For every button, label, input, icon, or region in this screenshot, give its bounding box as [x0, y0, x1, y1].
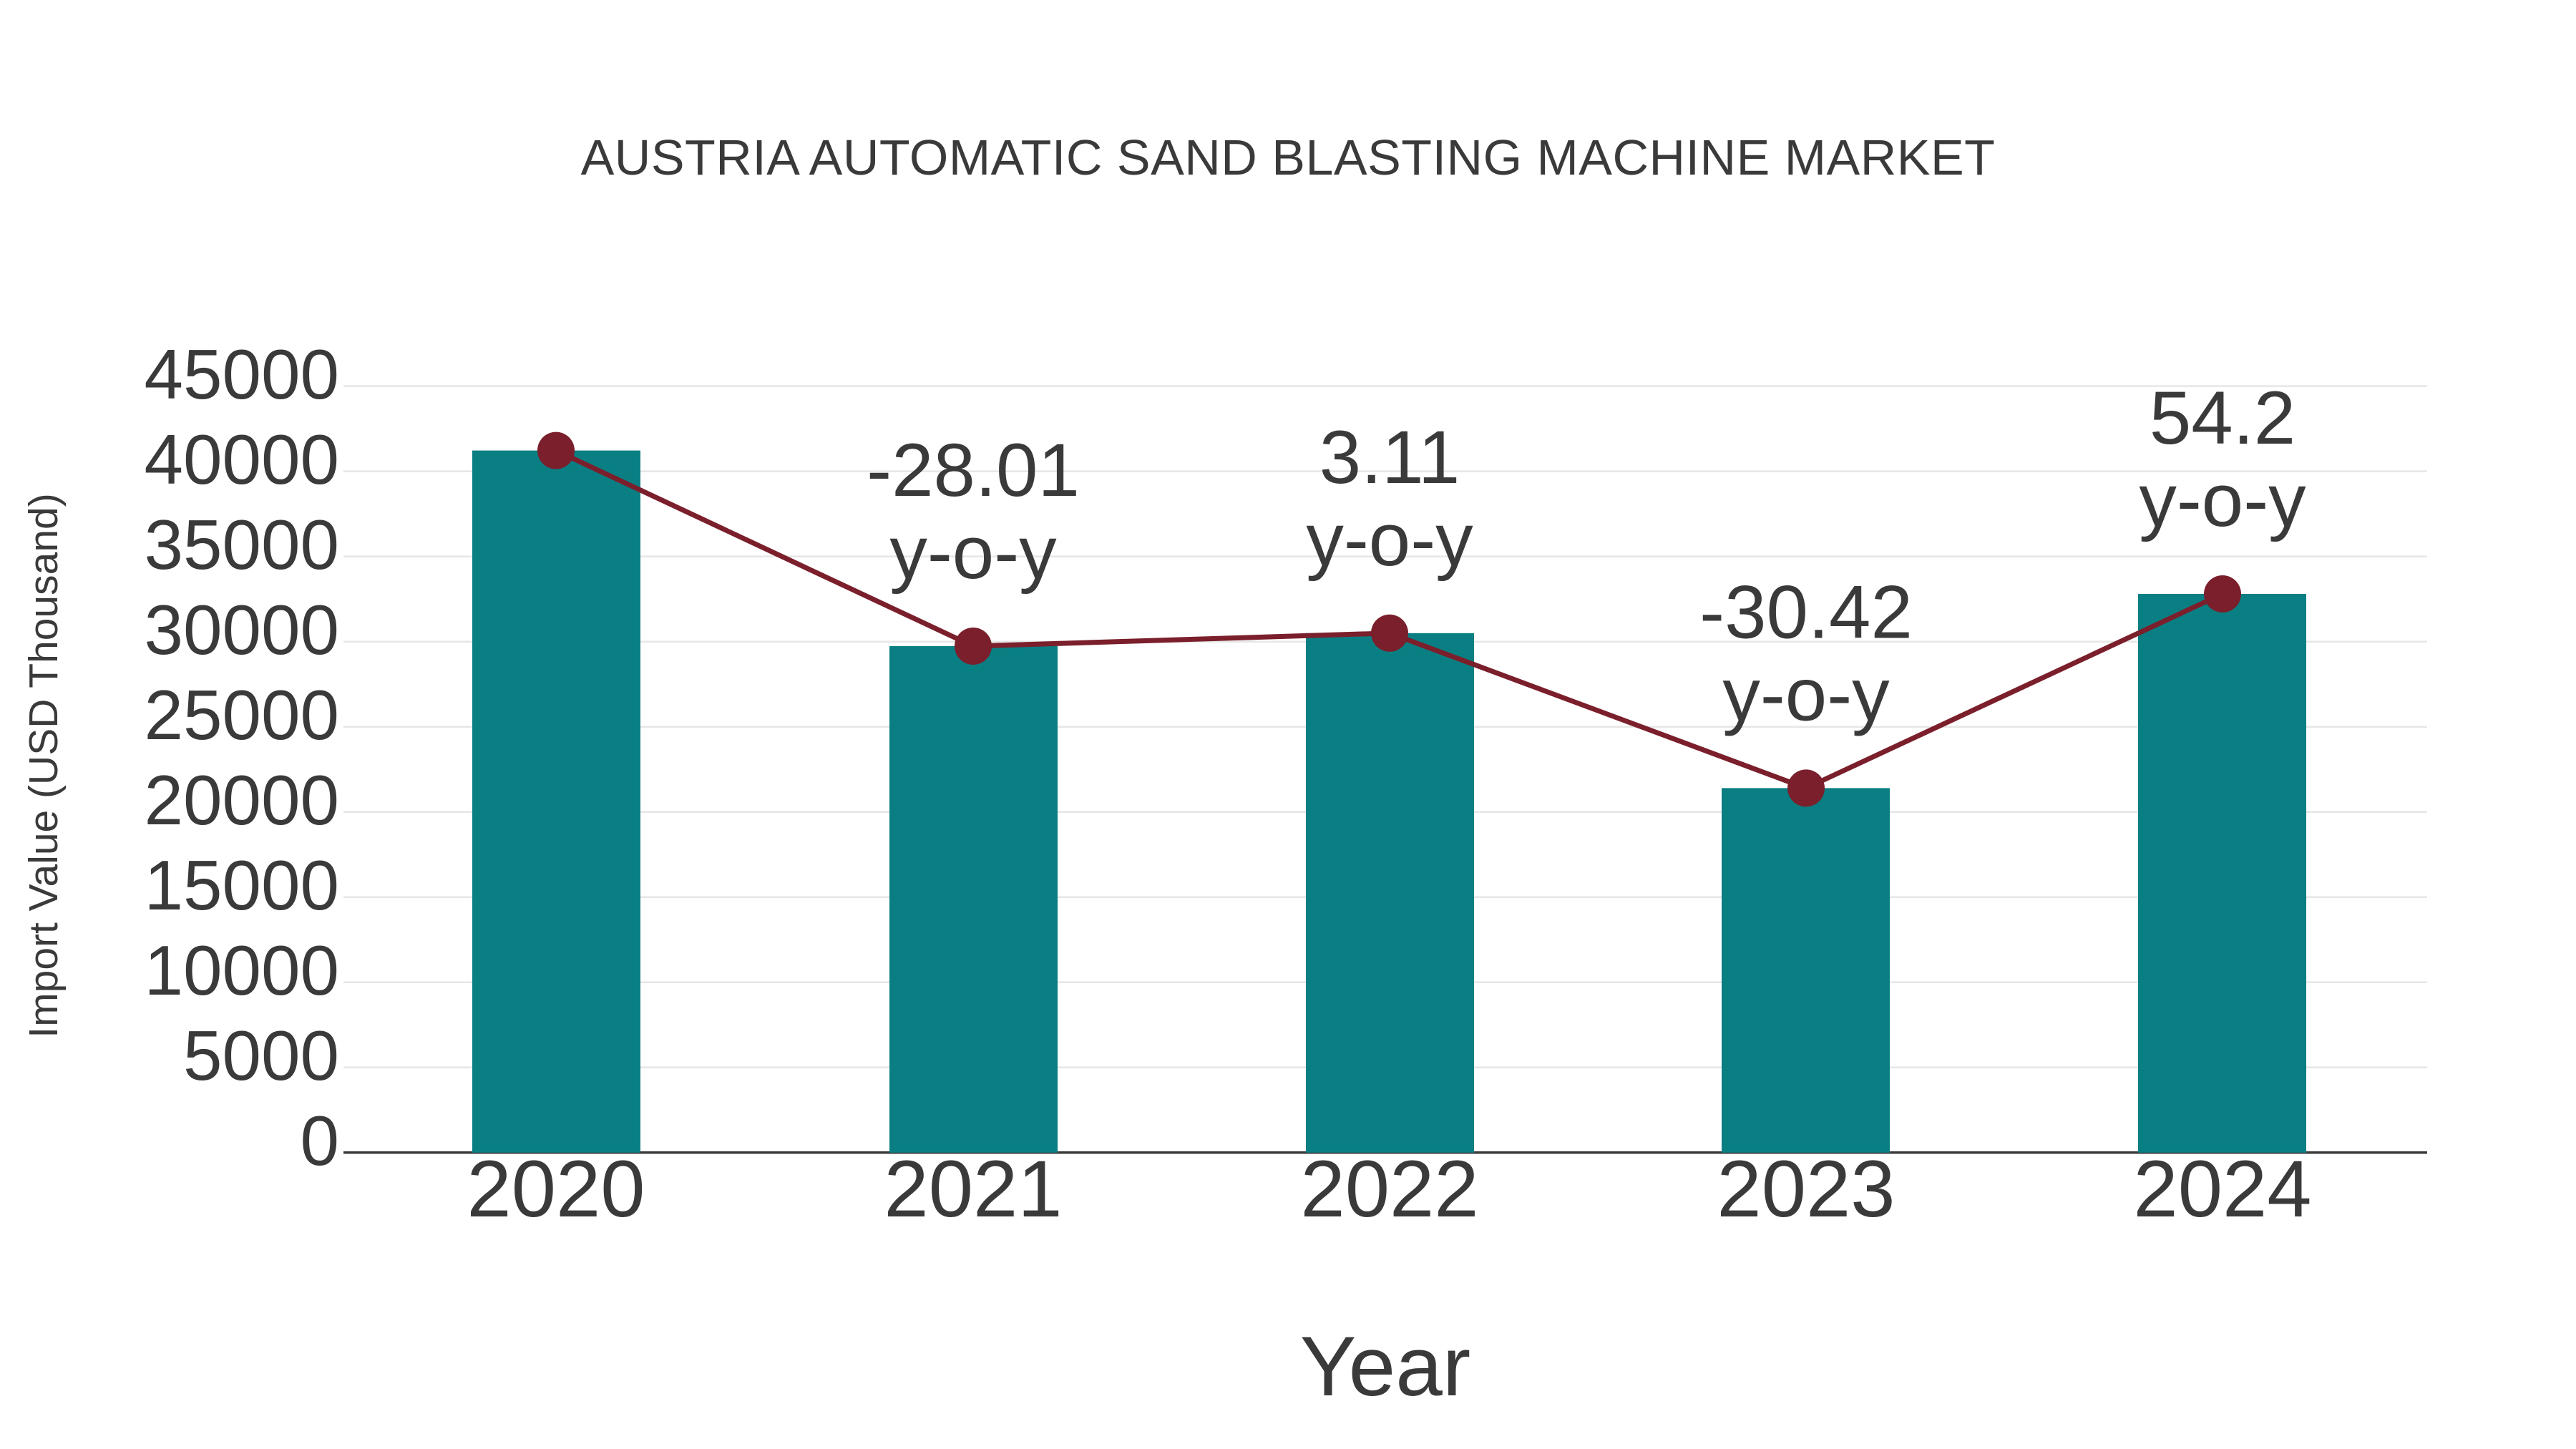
- svg-text:y-o-y: y-o-y: [1722, 653, 1890, 736]
- svg-text:54.2: 54.2: [2150, 376, 2296, 460]
- svg-text:5000: 5000: [183, 1016, 339, 1095]
- svg-text:30000: 30000: [144, 590, 339, 669]
- svg-text:10000: 10000: [144, 931, 339, 1010]
- svg-text:y-o-y: y-o-y: [2139, 459, 2306, 542]
- svg-text:25000: 25000: [144, 675, 339, 754]
- svg-text:2023: 2023: [1717, 1144, 1895, 1234]
- svg-text:0: 0: [300, 1101, 339, 1180]
- svg-text:15000: 15000: [144, 846, 339, 924]
- svg-text:2020: 2020: [467, 1144, 645, 1234]
- svg-text:40000: 40000: [144, 420, 339, 499]
- svg-text:45000: 45000: [144, 335, 339, 414]
- svg-text:Year: Year: [1300, 1319, 1470, 1414]
- svg-text:y-o-y: y-o-y: [889, 511, 1057, 595]
- svg-text:20000: 20000: [144, 761, 339, 839]
- svg-text:-30.42: -30.42: [1699, 570, 1913, 654]
- svg-text:Import Value (USD Thousand): Import Value (USD Thousand): [21, 493, 67, 1038]
- svg-text:35000: 35000: [144, 505, 339, 584]
- svg-text:2024: 2024: [2133, 1144, 2311, 1234]
- svg-text:-28.01: -28.01: [867, 429, 1080, 512]
- svg-text:2021: 2021: [884, 1144, 1062, 1234]
- svg-text:3.11: 3.11: [1319, 416, 1460, 499]
- svg-text:2022: 2022: [1300, 1144, 1478, 1234]
- svg-text:y-o-y: y-o-y: [1306, 498, 1473, 582]
